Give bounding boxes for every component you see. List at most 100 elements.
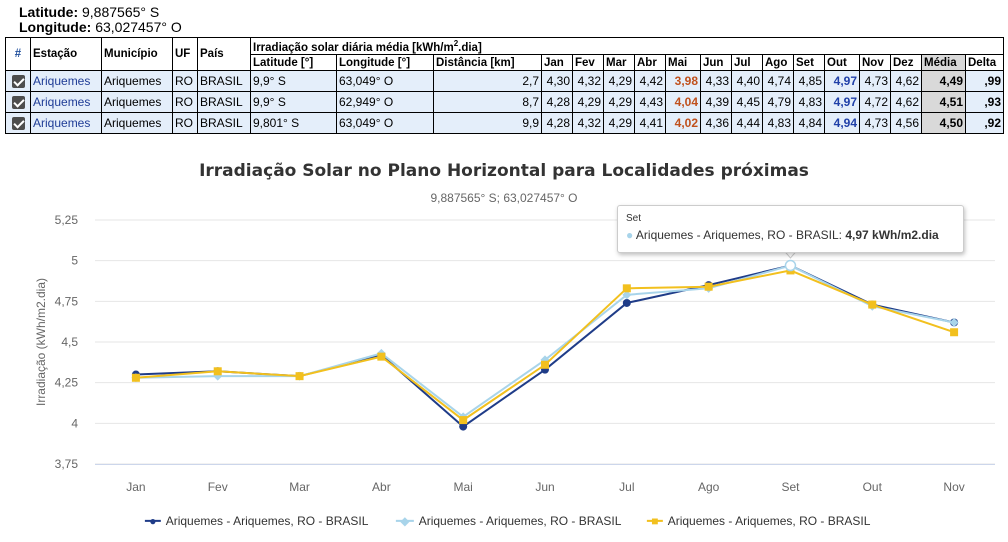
checkbox-checked-icon[interactable] xyxy=(11,117,25,131)
series-3-point xyxy=(131,373,140,382)
series-2-point xyxy=(949,317,959,327)
series-3-point xyxy=(704,282,713,291)
y-tick-label: 5 xyxy=(71,254,78,268)
group-header: Irradiação solar diária média [kWh/m2.di… xyxy=(249,37,1005,55)
tooltip-label: Ariquemes - Ariquemes, RO - BRASIL: xyxy=(635,228,842,242)
cell-media: 4,51 xyxy=(921,91,966,113)
col-month-jul[interactable]: Jul xyxy=(731,54,763,71)
cell-month-jan: 4,30 xyxy=(541,70,573,92)
legend-label: Ariquemes - Ariquemes, RO - BRASIL xyxy=(165,514,369,528)
tooltip-value: 4,97 kWh/m2.dia xyxy=(845,228,939,242)
cell-month-ago: 4,74 xyxy=(762,70,794,92)
x-tick-label: Mai xyxy=(454,480,473,494)
legend-item[interactable]: ━●━ Ariquemes - Ariquemes, RO - BRASIL xyxy=(145,514,368,528)
checkbox-checked-icon[interactable] xyxy=(11,96,25,110)
cell-latitude: 9,801° S xyxy=(250,112,337,134)
latitude-label: Latitude: xyxy=(19,4,79,20)
series-line-3 xyxy=(135,269,955,422)
cell-month-nov: 4,73 xyxy=(859,70,891,92)
cell-month-jan: 4,28 xyxy=(541,112,573,134)
col-month-ago[interactable]: Ago xyxy=(762,54,794,71)
col-municipio[interactable]: Município xyxy=(101,37,173,71)
cell-month-abr: 4,42 xyxy=(634,70,666,92)
station-link[interactable]: Ariquemes xyxy=(30,70,102,92)
cell-month-jul: 4,40 xyxy=(731,70,763,92)
tooltip-header: Set xyxy=(626,213,642,224)
col-month-mar[interactable]: Mar xyxy=(603,54,635,71)
cell-latitude: 9,9° S xyxy=(250,91,337,113)
x-tick-label: Jun xyxy=(535,480,554,494)
x-tick-label: Nov xyxy=(943,480,964,494)
cell-month-dez: 4,62 xyxy=(890,91,922,113)
cell-month-set: 4,83 xyxy=(793,91,825,113)
series-3-point xyxy=(868,300,877,309)
series-3-point xyxy=(459,416,468,425)
cell-month-out: 4,97 xyxy=(824,70,860,92)
cell-month-dez: 4,56 xyxy=(890,112,922,134)
row-checkbox[interactable] xyxy=(5,91,31,113)
cell-pais: BRASIL xyxy=(197,112,251,134)
series-3-point xyxy=(622,284,631,293)
row-checkbox[interactable] xyxy=(5,112,31,134)
cell-uf: RO xyxy=(172,112,198,134)
series-3-point xyxy=(541,360,549,369)
x-tick-label: Jul xyxy=(619,480,634,494)
cell-month-nov: 4,72 xyxy=(859,91,891,113)
col-month-jan[interactable]: Jan xyxy=(541,54,573,71)
series-3-point xyxy=(950,328,959,337)
col-month-mai[interactable]: Mai xyxy=(665,54,701,71)
series-1-point xyxy=(622,298,631,307)
col-distance[interactable]: Distância [km] xyxy=(433,54,542,71)
x-tick-label: Jan xyxy=(126,480,145,494)
col-delta[interactable]: Delta xyxy=(964,54,1005,71)
cell-month-fev: 4,29 xyxy=(572,91,604,113)
x-tick-label: Out xyxy=(863,480,883,494)
series-3-point xyxy=(213,367,222,376)
col-media[interactable]: Média xyxy=(921,54,966,71)
cell-pais: BRASIL xyxy=(197,70,251,92)
series-1-point xyxy=(459,422,468,431)
cell-longitude: 63,049° O xyxy=(336,70,434,92)
x-tick-label: Ago xyxy=(698,480,720,494)
cell-month-mai: 3,98 xyxy=(665,70,701,92)
subheader-row: Latitude [°] Longitude [°] Distância [km] J… xyxy=(6,54,1005,71)
col-month-fev[interactable]: Fev xyxy=(572,54,604,71)
cell-month-mar: 4,29 xyxy=(603,112,635,134)
row-checkbox[interactable] xyxy=(5,70,31,92)
cell-municipio: Ariquemes xyxy=(101,70,173,92)
y-tick-label: 4,75 xyxy=(55,294,79,308)
x-tick-label: Mar xyxy=(289,480,310,494)
cell-month-jan: 4,28 xyxy=(541,91,573,113)
tooltip-body: ● Ariquemes - Ariquemes, RO - BRASIL: 4,… xyxy=(626,228,939,242)
latitude-value: 9,887565° S xyxy=(82,4,160,20)
hover-point xyxy=(784,259,797,272)
table-row: Ariquemes Ariquemes RO BRASIL 9,9° S 63,049° … xyxy=(5,70,1005,92)
cell-month-jul: 4,44 xyxy=(731,112,763,134)
series-3-point xyxy=(377,352,386,361)
col-longitude[interactable]: Longitude [°] xyxy=(336,54,434,71)
series-3-point xyxy=(295,372,304,381)
col-month-abr[interactable]: Abr xyxy=(634,54,666,71)
station-link[interactable]: Ariquemes xyxy=(30,91,102,113)
col-month-dez[interactable]: Dez xyxy=(890,54,922,71)
legend-item[interactable]: ━◆━ Ariquemes - Ariquemes, RO - BRASIL xyxy=(396,514,621,528)
cell-month-jun: 4,39 xyxy=(700,91,732,113)
legend-label: Ariquemes - Ariquemes, RO - BRASIL xyxy=(418,514,622,528)
station-link[interactable]: Ariquemes xyxy=(30,112,102,134)
col-estacao[interactable]: Estação xyxy=(30,37,102,71)
chart-tooltip: Set ● Ariquemes - Ariquemes, RO - BRASIL… xyxy=(617,205,964,253)
cell-distance: 9,9 xyxy=(433,112,542,134)
cell-month-jun: 4,36 xyxy=(700,112,732,134)
checkbox-checked-icon[interactable] xyxy=(11,75,25,89)
cell-month-fev: 4,32 xyxy=(572,112,604,134)
table-row: Ariquemes Ariquemes RO BRASIL 9,801° S 63,049… xyxy=(5,112,1005,134)
cell-delta: ,99 xyxy=(964,70,1005,92)
cell-media: 4,50 xyxy=(921,112,966,134)
col-uf[interactable]: UF xyxy=(172,37,198,71)
tooltip-marker-icon: ● xyxy=(626,228,634,242)
y-tick-label: 4,25 xyxy=(55,376,79,390)
col-month-set[interactable]: Set xyxy=(793,54,825,71)
x-tick-label: Fev xyxy=(208,480,228,494)
legend-item[interactable]: ━■━ Ariquemes - Ariquemes, RO - BRASIL xyxy=(647,514,870,528)
